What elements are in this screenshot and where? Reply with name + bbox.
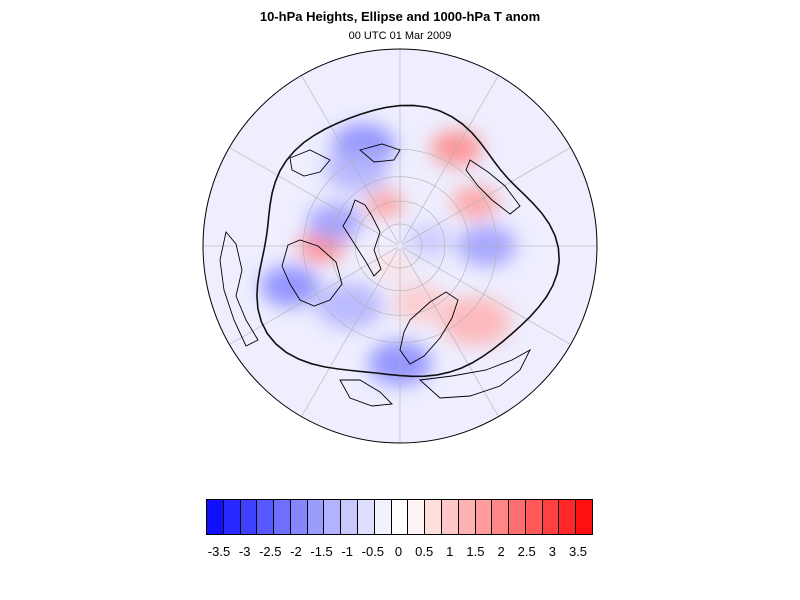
coastline-segment <box>465 159 521 215</box>
colorbar-swatch <box>207 500 224 534</box>
colorbar-tick-label: 2.5 <box>517 544 536 559</box>
anomaly-patch <box>439 296 511 347</box>
colorbar-swatch <box>257 500 275 534</box>
colorbar-swatch <box>223 500 241 534</box>
colorbar-tick-label: -0.5 <box>361 544 385 559</box>
coastline-segment <box>289 149 331 177</box>
colorbar-tick-label: 1 <box>446 544 454 559</box>
figure-subtitle: 00 UTC 01 Mar 2009 <box>348 30 452 42</box>
colorbar-swatch <box>341 500 359 534</box>
colorbar-swatch <box>576 500 592 534</box>
meridian-line <box>402 247 590 356</box>
colorbar-swatch <box>559 500 577 534</box>
map-boundary <box>202 48 598 444</box>
colorbar-tick-labels: -3.5 -3 -2.5 -2 -1.5 -1 -0.5 0 0.5 1 1.5 2 2.5 3 3.5 <box>0 544 800 562</box>
coastline-segment <box>339 379 393 407</box>
colorbar-tick-label: 3.5 <box>568 544 588 559</box>
colorbar-tick-label: 3 <box>548 544 556 559</box>
colorbar-swatch <box>290 500 308 534</box>
colorbar-swatch <box>240 500 258 534</box>
colorbar-swatch <box>492 500 510 534</box>
colorbar-tick-label: -3.5 <box>207 544 231 559</box>
colorbar-tick-label: 2 <box>497 544 505 559</box>
colorbar-swatch <box>458 500 476 534</box>
meridian-line <box>401 56 510 244</box>
colorbar-swatch <box>525 500 543 534</box>
colorbar-tick-label: 1.5 <box>466 544 485 559</box>
coastline-segment <box>219 231 259 347</box>
colorbar-tick-label: -3 <box>238 544 251 559</box>
colorbar-swatch <box>441 500 459 534</box>
meridian-line <box>290 56 399 244</box>
coastline-segment <box>342 199 382 277</box>
colorbar-tick-label: 0 <box>394 544 403 559</box>
colorbar-tick-label: -2 <box>290 544 302 559</box>
colorbar-swatch <box>425 500 442 534</box>
height-contour-line <box>256 104 561 378</box>
coastline-segment <box>359 143 401 163</box>
coastline-segment <box>281 239 343 307</box>
anomaly-patch <box>316 282 384 330</box>
colorbar-tick-label: -1.5 <box>310 544 333 559</box>
meridian-line <box>402 136 590 245</box>
meridian-line <box>210 136 398 245</box>
colorbar-tick-label: -2.5 <box>259 544 282 559</box>
coastline-segment <box>399 291 459 365</box>
colorbar-swatch <box>374 500 392 534</box>
coastlines <box>219 143 532 407</box>
colorbar-swatch <box>391 500 409 534</box>
colorbar-swatch <box>324 500 342 534</box>
colorbar-swatch <box>274 500 291 534</box>
colorbar-swatch <box>542 500 560 534</box>
meridian-line <box>290 248 399 436</box>
colorbar-tick-label: 0.5 <box>415 544 434 559</box>
meridian-line <box>401 248 510 436</box>
10hpa-height-contour <box>256 104 561 378</box>
anomaly-patch <box>393 283 449 323</box>
colorbar <box>206 499 593 535</box>
colorbar-tick-label: -1 <box>341 544 353 559</box>
figure-title: 10-hPa Heights, Ellipse and 1000-hPa T a… <box>259 9 541 24</box>
colorbar-swatch <box>509 500 526 534</box>
colorbar-swatch <box>475 500 493 534</box>
coastline-segment <box>418 348 532 399</box>
colorbar-swatch <box>408 500 426 534</box>
anomaly-patch <box>260 265 320 307</box>
colorbar-swatch <box>307 500 325 534</box>
colorbar-swatch <box>358 500 375 534</box>
